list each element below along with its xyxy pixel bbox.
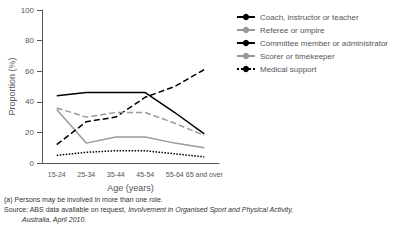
svg-text:80: 80 — [25, 36, 34, 45]
svg-text:Proportion (%): Proportion (%) — [7, 57, 17, 115]
svg-text:100: 100 — [21, 6, 35, 15]
svg-text:Coach, instructor or teacher: Coach, instructor or teacher — [260, 13, 359, 22]
svg-text:(a) Persons may be involved in: (a) Persons may be involved in more than… — [4, 196, 163, 204]
svg-text:Source: ABS data available on: Source: ABS data available on request, — [4, 206, 126, 214]
svg-text:60: 60 — [25, 67, 34, 76]
svg-text:15-24: 15-24 — [48, 171, 66, 178]
svg-text:25-34: 25-34 — [77, 171, 95, 178]
svg-text:Medical support: Medical support — [260, 65, 317, 74]
svg-text:Age (years): Age (years) — [107, 183, 154, 193]
svg-text:20: 20 — [25, 128, 34, 137]
svg-text:55-64: 55-64 — [166, 171, 184, 178]
svg-text:Involvement in Organised Sport: Involvement in Organised Sport and Physi… — [128, 206, 293, 214]
svg-text:0: 0 — [30, 159, 35, 168]
svg-text:Committee member or administra: Committee member or administrator — [260, 39, 388, 48]
svg-text:35-44: 35-44 — [107, 171, 125, 178]
svg-text:Australia, April 2010.: Australia, April 2010. — [21, 216, 86, 224]
svg-text:65 and over: 65 and over — [186, 171, 224, 178]
svg-text:Referee or umpire: Referee or umpire — [260, 26, 325, 35]
svg-text:Scorer or timekeeper: Scorer or timekeeper — [260, 52, 335, 61]
svg-text:40: 40 — [25, 97, 34, 106]
svg-text:45-54: 45-54 — [136, 171, 154, 178]
